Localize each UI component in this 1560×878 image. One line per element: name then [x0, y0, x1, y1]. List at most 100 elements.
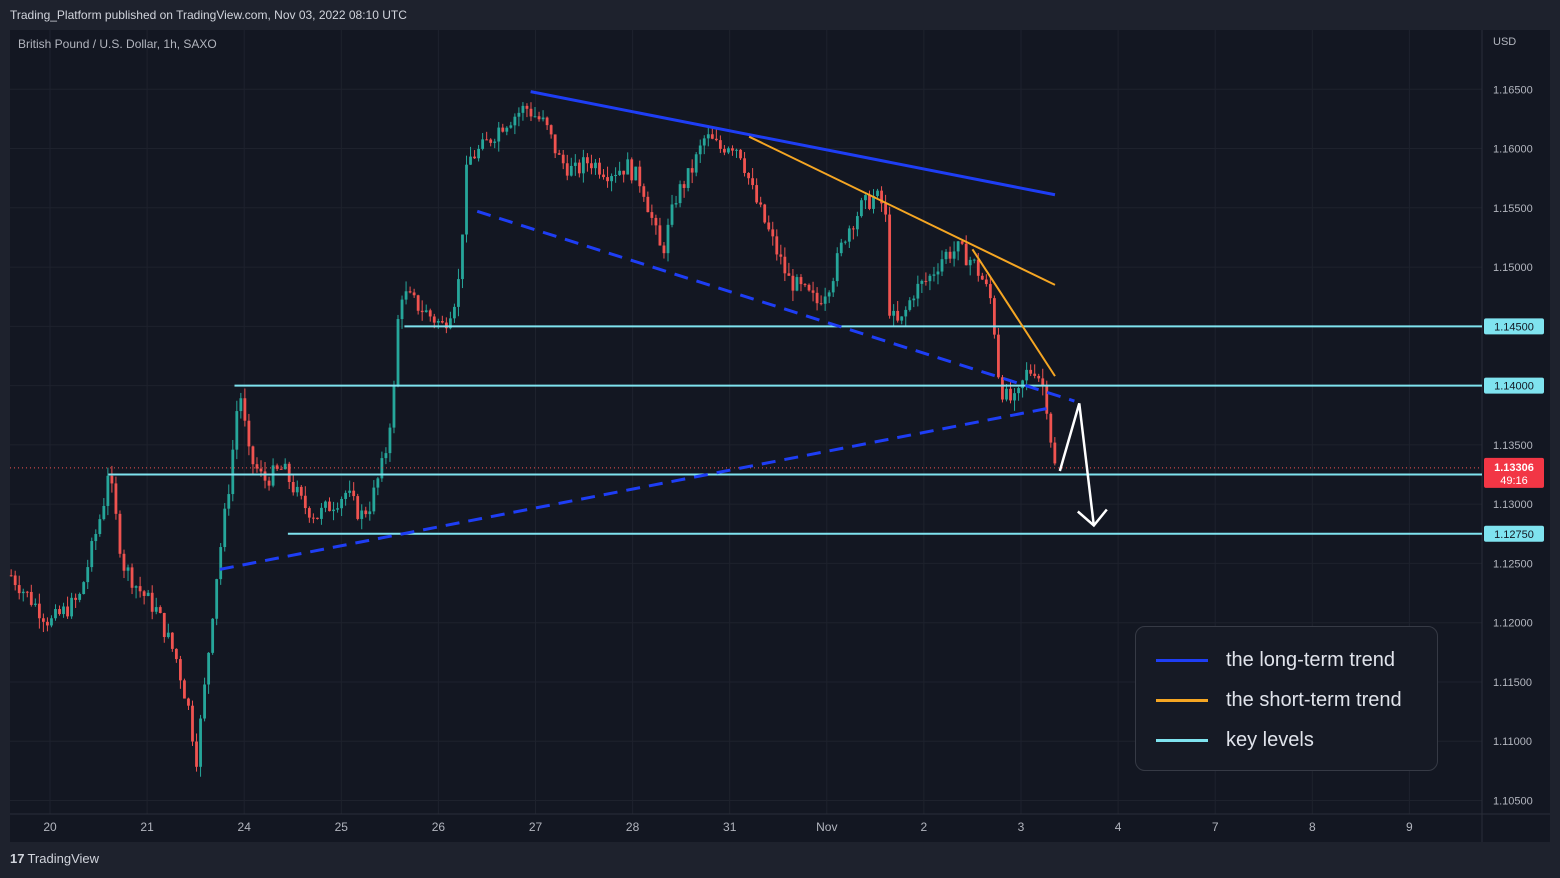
candle-body: [594, 162, 597, 169]
candle-body: [537, 116, 541, 120]
y-tick-label: 1.13000: [1493, 499, 1533, 511]
candle-body: [847, 228, 851, 242]
last-price-badge: [1484, 457, 1544, 488]
key-level-badge-label: 1.12750: [1494, 529, 1534, 541]
candle-body: [573, 162, 577, 166]
candle-body: [557, 153, 561, 155]
candle-body: [682, 184, 686, 188]
candle-body: [1037, 375, 1041, 379]
candle-body: [396, 319, 400, 387]
candle-body: [41, 618, 45, 622]
candle-body: [299, 486, 303, 496]
candle-body: [960, 241, 964, 244]
candle-body: [767, 222, 771, 230]
candle-body: [291, 481, 295, 493]
candle-body: [992, 298, 996, 335]
candle-body: [146, 592, 150, 596]
candle-body: [747, 172, 750, 179]
candle-body: [533, 116, 537, 118]
candle-body: [610, 176, 613, 182]
candle-body: [694, 154, 698, 173]
candle-body: [170, 632, 174, 649]
candle-body: [735, 149, 738, 151]
candle-body: [972, 259, 976, 261]
candle-body: [944, 251, 948, 260]
candle-body: [235, 411, 239, 450]
candle-body: [904, 309, 908, 317]
candle-body: [731, 148, 734, 151]
candle-body: [674, 203, 678, 205]
candle-body: [118, 513, 122, 554]
candle-body: [968, 259, 972, 266]
key-level-badge: [1484, 318, 1544, 335]
candle-body: [336, 508, 339, 510]
x-tick-label: 8: [1309, 820, 1316, 834]
candle-body: [670, 204, 674, 225]
legend-item-long-term: the long-term trend: [1156, 648, 1395, 672]
candle-body: [541, 117, 545, 120]
candle-body: [211, 618, 215, 653]
candle-body: [795, 277, 799, 291]
candle-body: [179, 659, 182, 681]
candle-body: [348, 490, 352, 493]
candle-body: [162, 612, 166, 638]
candle-body: [58, 609, 61, 615]
candle-body: [529, 108, 533, 117]
candle-body: [98, 519, 102, 535]
candle-body: [453, 306, 456, 319]
candle-body: [509, 125, 513, 128]
candle-body: [493, 141, 497, 143]
candle-body: [332, 509, 335, 512]
candle-body: [980, 275, 984, 280]
candle-body: [311, 517, 315, 519]
y-tick-label: 1.10500: [1493, 796, 1533, 808]
candle-body: [380, 458, 384, 479]
candle-body: [710, 134, 714, 139]
candle-body: [50, 618, 53, 626]
trendline: [476, 209, 1075, 403]
last-price-label: 1.13306: [1494, 462, 1534, 474]
candle-body: [448, 318, 452, 329]
candle-body: [501, 127, 505, 132]
candle-body: [400, 299, 404, 320]
candle-body: [622, 170, 626, 175]
candle-body: [90, 541, 94, 568]
candle-body: [743, 158, 746, 173]
candle-body: [807, 284, 811, 291]
candle-body: [855, 216, 859, 230]
candle-body: [279, 468, 283, 470]
candle-body: [666, 224, 670, 254]
y-tick-label: 1.16000: [1493, 144, 1533, 156]
trendline: [971, 248, 1056, 377]
candle-body: [549, 125, 553, 135]
candle-body: [239, 398, 243, 412]
candle-body: [166, 632, 170, 638]
candle-body: [936, 271, 940, 275]
candle-body: [561, 154, 565, 164]
candle-body: [727, 148, 730, 153]
candle-body: [630, 159, 634, 181]
candle-body: [585, 157, 589, 164]
candle-body: [908, 300, 912, 310]
candle-body: [525, 105, 529, 109]
published-text: Trading_Platform published on TradingVie…: [10, 8, 407, 22]
candle-body: [126, 567, 130, 571]
candle-body: [408, 291, 412, 293]
candle-body: [372, 487, 376, 512]
candle-body: [154, 607, 158, 612]
candle-body: [1025, 369, 1029, 381]
projection-arrow: [1058, 403, 1096, 526]
candle-body: [1041, 378, 1045, 386]
candle-body: [316, 517, 319, 519]
y-tick-label: 1.12000: [1493, 618, 1533, 630]
candle-body: [1005, 388, 1008, 400]
candle-body: [755, 185, 759, 203]
tradingview-logo[interactable]: 17 TradingView: [10, 851, 99, 866]
candle-body: [602, 174, 605, 178]
y-tick-label: 1.12500: [1493, 558, 1533, 570]
candle-body: [1053, 442, 1057, 464]
candle-body: [340, 498, 343, 509]
candle-body: [976, 259, 980, 276]
candle-body: [714, 138, 718, 141]
